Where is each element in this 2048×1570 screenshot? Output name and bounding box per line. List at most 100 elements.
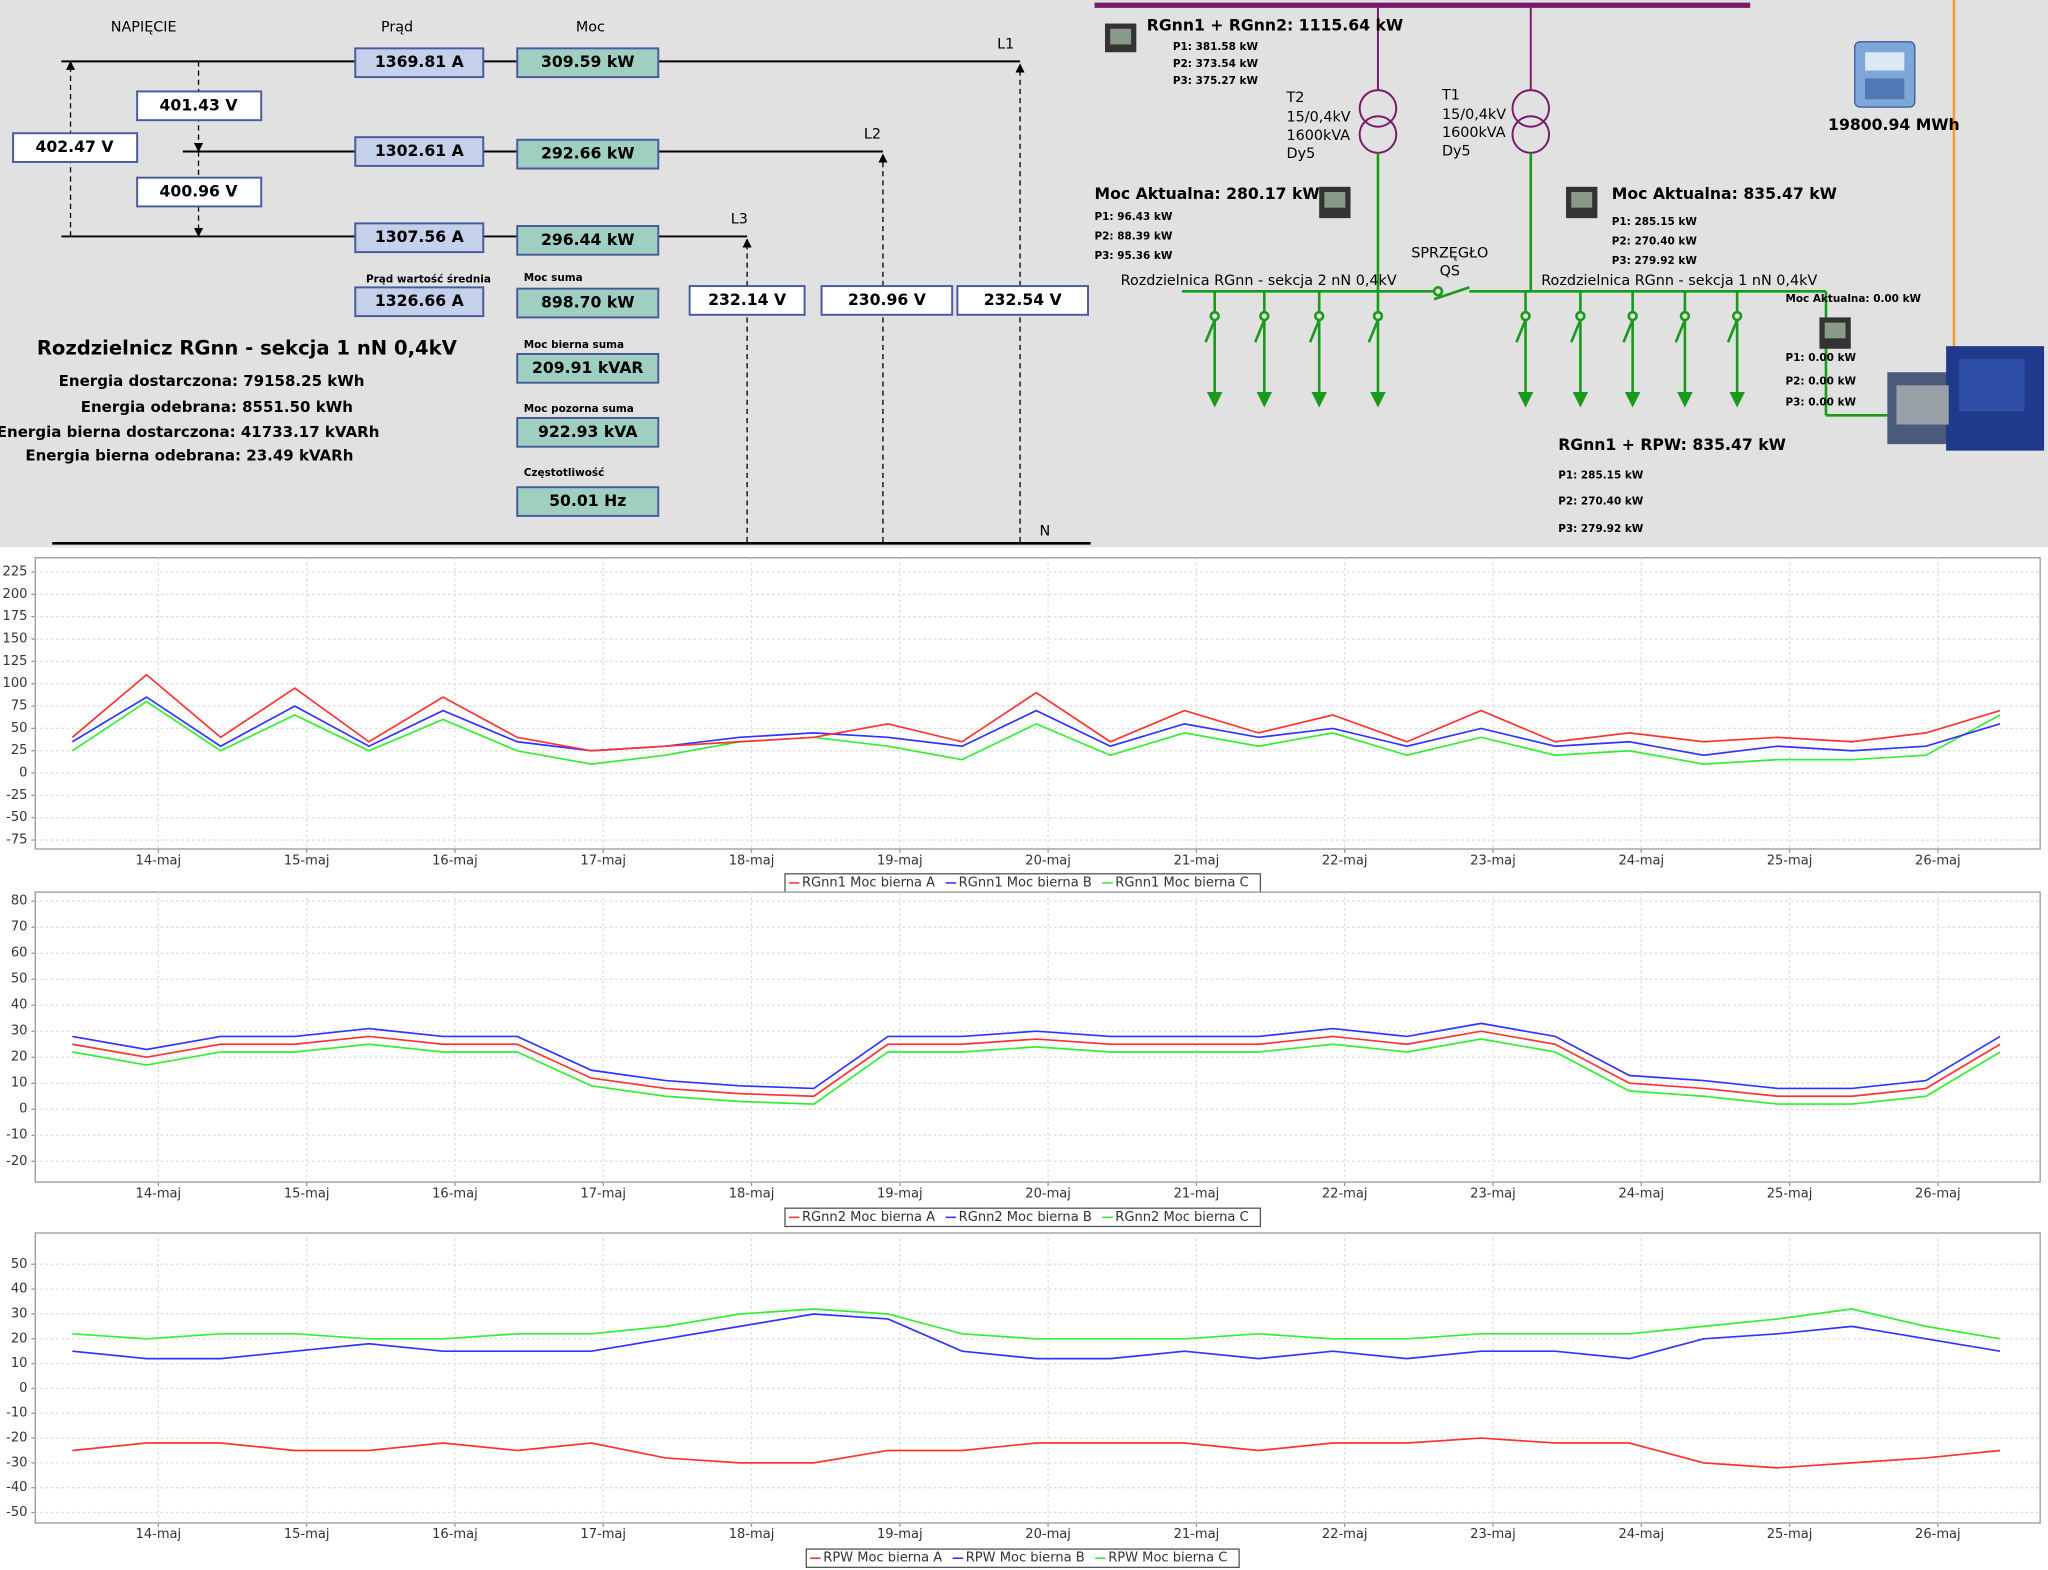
series-line [71, 673, 2001, 752]
y-tick-label: 10 [11, 1356, 28, 1371]
transformer: 15/0,4kV [1287, 110, 1351, 126]
legend-label: RGnn1 Moc bierna A [802, 875, 935, 890]
series-line [71, 696, 2001, 757]
x-tick-label: 19-maj [877, 1186, 923, 1201]
total-label: Częstotliwość [524, 467, 605, 479]
header: Prąd [381, 19, 413, 35]
x-tick-label: 19-maj [877, 1527, 923, 1542]
phase: P1: 0.00 kW [1785, 352, 1856, 364]
section-power: Moc Aktualna: 835.47 kW [1612, 184, 1837, 203]
section-title: Rozdzielnicz RGnn - sekcja 1 nN 0,4kV [37, 336, 458, 359]
power-value: 296.44 kW [541, 230, 635, 249]
x-tick-label: 24-maj [1618, 1186, 1664, 1201]
series-line [72, 1030, 2001, 1098]
legend-label: RGnn1 Moc bierna C [1115, 875, 1248, 890]
legend-label: RGnn2 Moc bierna B [959, 1210, 1092, 1225]
phase-voltage: 232.14 V [708, 290, 787, 309]
phase-voltage: 230.96 V [848, 290, 927, 309]
feeder-node [1209, 310, 1220, 322]
x-tick-label: 23-maj [1470, 1186, 1516, 1201]
y-tick-label: 50 [11, 1257, 28, 1272]
legend: RGnn1 Moc bierna A RGnn1 Moc bierna B RGnn… [784, 873, 1262, 893]
y-tick-label: 0 [19, 766, 27, 781]
left-panel [12, 47, 1091, 545]
meter-icon [1819, 317, 1851, 349]
x-tick-label: 17-maj [580, 1186, 626, 1201]
total-value: 50.01 Hz [549, 491, 626, 510]
feeder-node [1259, 310, 1270, 322]
x-tick-label: 14-maj [136, 1186, 182, 1201]
section-power: Moc Aktualna: 280.17 kW [1095, 184, 1320, 203]
generator [1887, 346, 2045, 451]
phase-label: L3 [731, 211, 748, 227]
legend: RGnn2 Moc bierna A RGnn2 Moc bierna B RGnn… [784, 1207, 1262, 1228]
x-tick-label: 21-maj [1174, 1186, 1220, 1201]
series-line [72, 1313, 2001, 1360]
x-tick-label: 23-maj [1470, 1527, 1516, 1542]
y-tick-label: 25 [11, 743, 28, 758]
y-tick-label: 30 [11, 1306, 28, 1321]
phase: P3: 95.36 kW [1095, 250, 1173, 262]
x-tick-label: 15-maj [284, 853, 330, 868]
x-tick-label: 14-maj [136, 853, 182, 868]
meter-icon [1104, 23, 1137, 53]
phase: P3: 375.27 kW [1173, 75, 1259, 87]
phase: P3: 279.92 kW [1558, 523, 1644, 535]
series-line [72, 1022, 2001, 1090]
panel-bg [0, 0, 2048, 548]
y-tick-label: -50 [6, 810, 27, 825]
header: Moc [576, 19, 605, 35]
x-tick-label: 26-maj [1915, 1527, 1961, 1542]
avg-label: Prąd wartość średnia [366, 274, 491, 286]
plot-frame [34, 891, 2041, 1183]
x-tick-label: 24-maj [1618, 1527, 1664, 1542]
transformer: 1600kVA [1442, 125, 1506, 141]
phase-label: N [1040, 524, 1051, 540]
y-tick-label: 125 [3, 654, 28, 669]
x-tick-label: 20-maj [1025, 853, 1071, 868]
phase: P3: 0.00 kW [1785, 396, 1856, 408]
total-value: 209.91 kVAR [532, 358, 644, 377]
x-tick-label: 25-maj [1767, 853, 1813, 868]
y-tick-label: 0 [19, 1102, 27, 1117]
total-value: 922.93 kVA [538, 422, 638, 441]
meter-icon [1319, 186, 1351, 219]
x-tick-label: 15-maj [284, 1186, 330, 1201]
busbar-label: Rozdzielnica RGnn - sekcja 1 nN 0,4kV [1541, 273, 1817, 289]
voltage-value: 402.47 V [35, 137, 114, 156]
x-tick-label: 21-maj [1174, 853, 1220, 868]
current-value: 1369.81 A [375, 52, 465, 71]
energy: Energia odebrana: 8551.50 kWh [81, 398, 353, 416]
header: NAPIĘCIE [111, 19, 177, 35]
phase: P2: 270.40 kW [1612, 236, 1698, 248]
y-tick-label: 225 [3, 565, 28, 580]
power-value: 292.66 kW [541, 144, 635, 163]
total-value: 898.70 kW [541, 293, 635, 312]
energy-meter [1854, 41, 1916, 108]
y-tick-label: 200 [3, 587, 28, 602]
y-tick-label: 80 [11, 894, 28, 909]
y-tick-label: 20 [11, 1331, 28, 1346]
total-label: Moc suma [524, 272, 583, 284]
x-tick-label: 17-maj [580, 853, 626, 868]
legend-label: RPW Moc bierna A [823, 1551, 942, 1566]
x-tick-label: 18-maj [729, 1527, 775, 1542]
meter-energy: 19800.94 MWh [1828, 115, 1960, 134]
y-tick-label: 20 [11, 1050, 28, 1065]
x-tick-label: 25-maj [1767, 1527, 1813, 1542]
y-tick-label: -30 [6, 1455, 27, 1470]
transformer: 15/0,4kV [1442, 107, 1506, 123]
single-line-diagram [1094, 0, 2045, 451]
phase-voltage: 232.54 V [984, 290, 1063, 309]
voltage-value: 400.96 V [160, 182, 239, 201]
phase: P2: 0.00 kW [1785, 375, 1856, 387]
coupler: QS [1440, 264, 1460, 280]
y-tick-label: 50 [11, 721, 28, 736]
x-tick-label: 14-maj [136, 1527, 182, 1542]
total-label: Moc pozorna suma [524, 403, 634, 415]
meter-icon [1566, 186, 1598, 219]
y-tick-label: 150 [3, 632, 28, 647]
total-label: RGnn1 + RGnn2: 1115.64 kW [1147, 16, 1403, 35]
x-tick-label: 18-maj [729, 853, 775, 868]
